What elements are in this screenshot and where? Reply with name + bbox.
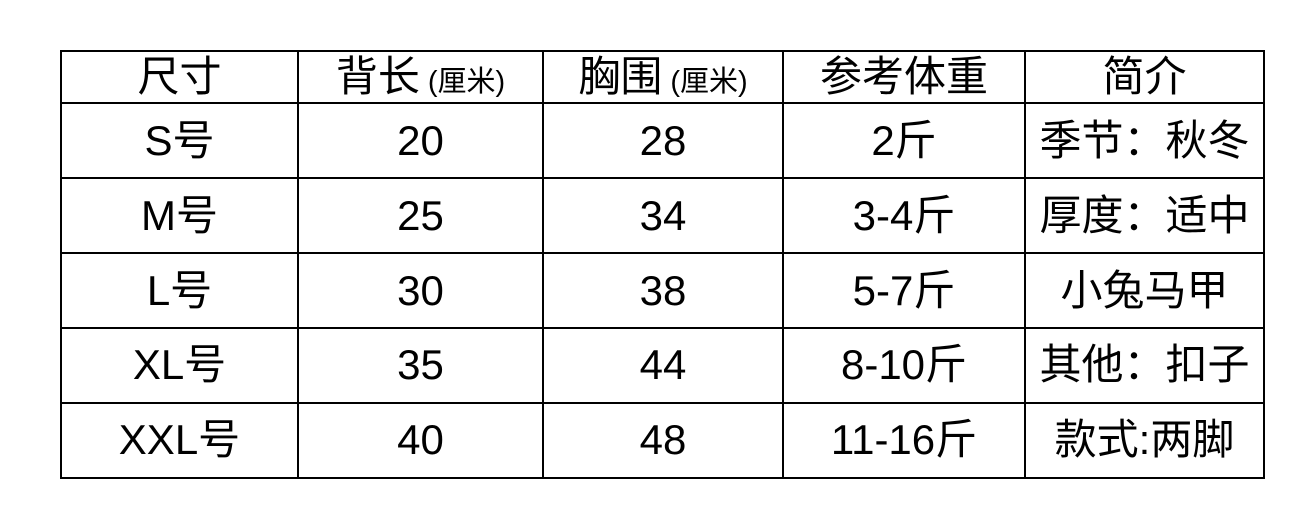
cell-back-length: 40 xyxy=(297,402,544,479)
header-size: 尺寸 xyxy=(60,49,299,105)
size-chart-table: 尺寸 背长 (厘米) 胸围 (厘米) 参考体重 简介 S号 20 xyxy=(60,49,1265,479)
cell-size: M号 xyxy=(60,177,299,255)
header-weight: 参考体重 xyxy=(782,49,1026,105)
cell-size: L号 xyxy=(60,252,299,330)
cell-size: XL号 xyxy=(60,327,299,405)
cell-weight: 11-16斤 xyxy=(782,402,1026,479)
table-row: S号 20 28 2斤 季节：秋冬 xyxy=(60,102,1265,180)
header-chest: 胸围 (厘米) xyxy=(542,49,784,105)
cell-note: 款式:两脚 xyxy=(1024,402,1265,479)
header-chest-unit: (厘米) xyxy=(670,66,748,98)
header-chest-label: 胸围 xyxy=(578,53,663,100)
cell-back-length: 35 xyxy=(297,327,544,405)
header-weight-label: 参考体重 xyxy=(819,53,988,100)
header-intro-label: 简介 xyxy=(1102,53,1187,100)
cell-chest: 38 xyxy=(542,252,784,330)
cell-back-length: 30 xyxy=(297,252,544,330)
cell-weight: 8-10斤 xyxy=(782,327,1026,405)
cell-note: 季节：秋冬 xyxy=(1024,102,1265,180)
cell-chest: 48 xyxy=(542,402,784,479)
cell-size: XXL号 xyxy=(60,402,299,479)
header-intro: 简介 xyxy=(1024,49,1265,105)
table-row: M号 25 34 3-4斤 厚度：适中 xyxy=(60,177,1265,255)
cell-note: 小兔马甲 xyxy=(1024,252,1265,330)
header-back-length: 背长 (厘米) xyxy=(297,49,544,105)
table-row: XL号 35 44 8-10斤 其他：扣子 xyxy=(60,327,1265,405)
cell-size: S号 xyxy=(60,102,299,180)
cell-weight: 5-7斤 xyxy=(782,252,1026,330)
header-back-length-unit: (厘米) xyxy=(427,66,506,98)
header-back-length-label: 背长 xyxy=(335,53,420,100)
cell-chest: 28 xyxy=(542,102,784,180)
table-row: L号 30 38 5-7斤 小兔马甲 xyxy=(60,252,1265,330)
cell-chest: 34 xyxy=(542,177,784,255)
cell-note: 厚度：适中 xyxy=(1024,177,1265,255)
table-row: XXL号 40 48 11-16斤 款式:两脚 xyxy=(60,402,1265,479)
cell-chest: 44 xyxy=(542,327,784,405)
cell-note: 其他：扣子 xyxy=(1024,327,1265,405)
cell-weight: 2斤 xyxy=(782,102,1026,180)
header-row: 尺寸 背长 (厘米) 胸围 (厘米) 参考体重 简介 xyxy=(60,49,1265,105)
cell-weight: 3-4斤 xyxy=(782,177,1026,255)
cell-back-length: 20 xyxy=(297,102,544,180)
header-size-label: 尺寸 xyxy=(137,53,222,100)
cell-back-length: 25 xyxy=(297,177,544,255)
